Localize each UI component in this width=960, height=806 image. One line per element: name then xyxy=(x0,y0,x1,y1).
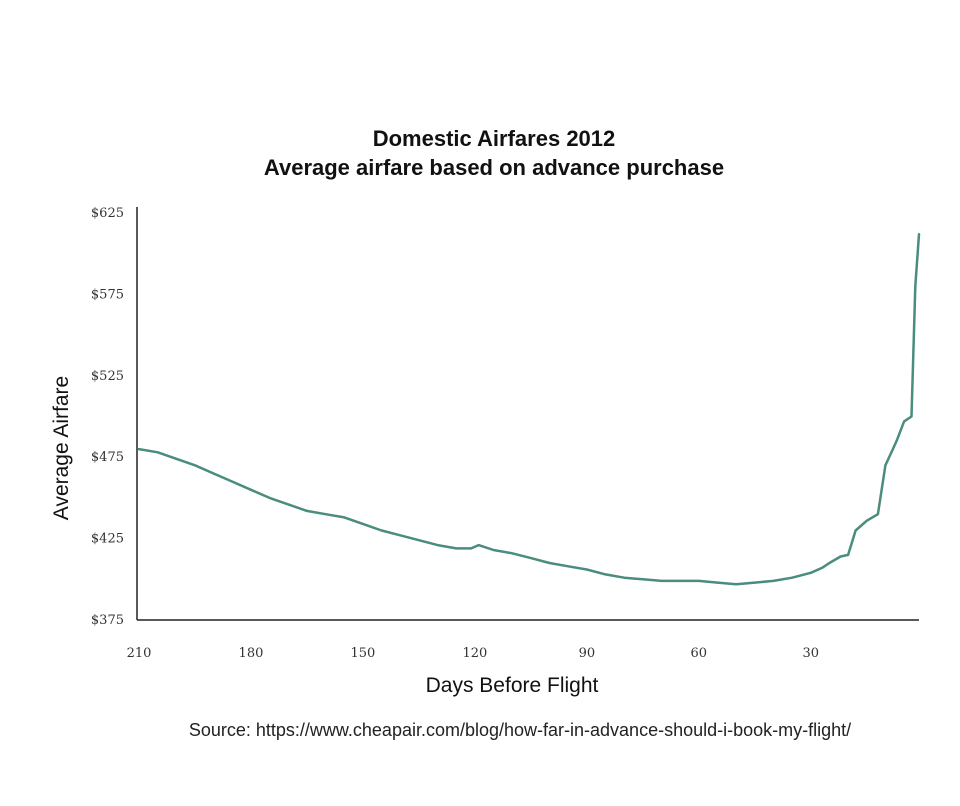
series-line xyxy=(137,232,921,586)
x-tick-label: 210 xyxy=(127,646,152,661)
chart-title: Domestic Airfares 2012 xyxy=(373,126,616,151)
x-axis-title: Days Before Flight xyxy=(426,674,599,697)
x-tick-label: 60 xyxy=(691,646,708,661)
x-tick-label: 30 xyxy=(802,646,819,661)
y-tick-label: $525 xyxy=(91,369,124,384)
y-tick-label: $425 xyxy=(91,532,124,547)
plot-area: $375 $425 $475 $525 $575 $625 210 180 150 120 90 60… xyxy=(91,206,921,661)
chart-subtitle: Average airfare based on advance purchas… xyxy=(264,155,724,180)
y-tick-label: $575 xyxy=(91,287,124,302)
x-tick-label: 150 xyxy=(351,646,376,661)
x-tick-label: 180 xyxy=(239,646,264,661)
x-tick-label: 90 xyxy=(579,646,596,661)
y-tick-label: $625 xyxy=(91,206,124,221)
y-tick-label: $375 xyxy=(91,613,124,628)
y-tick-label: $475 xyxy=(91,450,124,465)
source-note: Source: https://www.cheapair.com/blog/ho… xyxy=(189,720,851,740)
y-axis-title: Average Airfare xyxy=(50,376,73,520)
x-tick-label: 120 xyxy=(462,646,487,661)
